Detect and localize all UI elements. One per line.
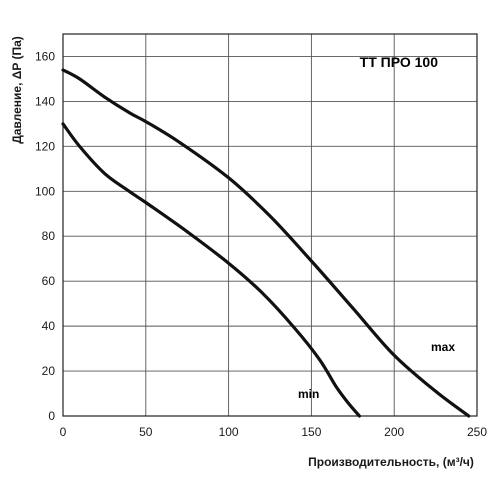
series-line-min (61, 122, 361, 418)
y-tick-label: 60 (42, 274, 56, 288)
grid (62, 34, 478, 417)
y-tick-label: 40 (42, 319, 56, 333)
chart-title: ТТ ПРО 100 (360, 54, 439, 70)
x-tick-label: 200 (384, 425, 404, 439)
x-tick-label: 100 (219, 425, 239, 439)
y-tick-label: 140 (35, 94, 55, 108)
tick-labels: 0 50 100 150 200 250 0 20 40 60 80 100 120 140 160 (35, 49, 487, 439)
series-line-max (61, 68, 471, 418)
y-tick-label: 160 (35, 49, 55, 63)
y-axis-label: Давление, ΔP (Па) (10, 36, 24, 144)
y-tick-label: 80 (42, 229, 56, 243)
x-axis-label: Производительность, (м³/ч) (308, 455, 474, 469)
series-label-max: max (431, 340, 455, 354)
y-tick-label: 0 (48, 409, 55, 423)
series-label-min: min (298, 387, 319, 401)
series-group (61, 68, 471, 418)
x-tick-label: 250 (467, 425, 487, 439)
plot-frame (62, 33, 478, 417)
x-tick-label: 0 (60, 425, 67, 439)
y-tick-label: 20 (42, 364, 56, 378)
x-tick-label: 150 (301, 425, 321, 439)
series-labels: max min (298, 340, 455, 401)
y-tick-label: 100 (35, 184, 55, 198)
x-tick-label: 50 (139, 425, 153, 439)
y-tick-label: 120 (35, 139, 55, 153)
